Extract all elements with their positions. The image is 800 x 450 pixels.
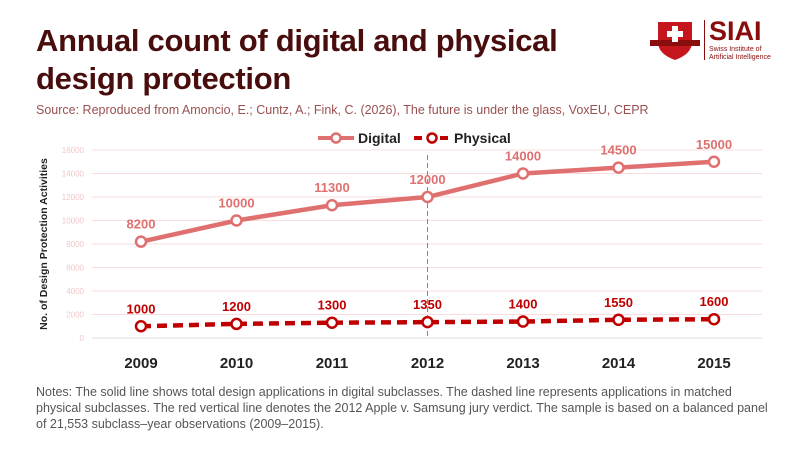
- data-label: 1350: [413, 297, 442, 312]
- data-point: [134, 235, 148, 248]
- data-point: [325, 198, 339, 212]
- shield-logo-icon: [650, 22, 700, 60]
- data-label: 8200: [127, 217, 156, 232]
- data-point: [707, 312, 721, 326]
- logo-name: SIAI: [709, 16, 762, 46]
- data-label: 1000: [127, 301, 156, 316]
- data-point: [612, 161, 625, 174]
- y-tick-label: 6000: [66, 264, 84, 273]
- chart-title: Annual count of digital and physical des…: [36, 23, 558, 96]
- logo-divider: [704, 20, 705, 60]
- legend-label: Physical: [454, 130, 511, 146]
- notes: Notes: The solid line shows total design…: [36, 385, 768, 431]
- data-point: [612, 313, 625, 327]
- data-label: 14000: [505, 149, 541, 164]
- y-tick-label: 14000: [62, 170, 85, 179]
- y-tick-label: 4000: [66, 287, 84, 296]
- data-point: [325, 316, 339, 329]
- data-label: 1200: [222, 299, 251, 314]
- y-tick-label: 2000: [66, 311, 84, 320]
- x-tick-label: 2009: [124, 355, 157, 372]
- x-tick-label: 2010: [220, 355, 253, 372]
- x-tick-label: 2015: [697, 355, 730, 372]
- legend-marker: [426, 132, 438, 144]
- x-tick-label: 2011: [316, 355, 349, 372]
- data-label: 12000: [409, 172, 445, 187]
- data-label: 15000: [696, 137, 732, 152]
- x-tick-label: 2013: [506, 355, 539, 372]
- data-label: 10000: [218, 196, 254, 211]
- data-label: 1400: [509, 297, 538, 312]
- data-label: 1550: [604, 295, 633, 310]
- logo-subtitle: Swiss Institute of Artificial Intelligenc…: [709, 46, 771, 61]
- data-point: [230, 214, 243, 227]
- data-label: 1300: [318, 298, 347, 313]
- source-note: Source: Reproduced from Amoncio, E.; Cun…: [36, 103, 649, 117]
- data-point: [230, 317, 243, 331]
- data-point: [421, 315, 434, 329]
- y-tick-label: 10000: [62, 217, 85, 226]
- y-axis-label: No. of Design Protection Activities: [38, 158, 50, 330]
- legend-label: Digital: [358, 130, 401, 146]
- data-point: [707, 155, 721, 168]
- data-point: [421, 190, 434, 204]
- y-tick-label: 12000: [62, 193, 85, 202]
- data-point: [516, 315, 530, 328]
- x-tick-label: 2012: [411, 355, 444, 372]
- y-tick-label: 8000: [66, 240, 84, 249]
- data-label: 1600: [700, 294, 729, 309]
- data-point: [134, 320, 148, 333]
- data-point: [516, 167, 530, 180]
- x-tick-label: 2014: [602, 355, 636, 372]
- y-tick-label: 16000: [62, 146, 85, 155]
- data-label: 11300: [314, 180, 349, 195]
- legend-marker: [330, 132, 342, 144]
- siai-logo: SIAI Swiss Institute of Artificial Intell…: [648, 16, 788, 62]
- y-tick-label: 0: [80, 334, 85, 343]
- data-label: 14500: [600, 143, 636, 158]
